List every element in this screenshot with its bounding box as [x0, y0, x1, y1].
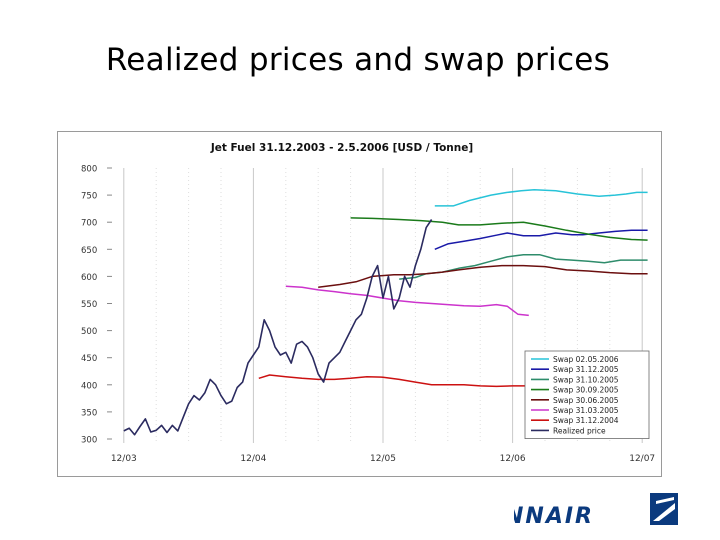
x-tick-label: 12/03	[111, 454, 137, 464]
y-tick-label: 700	[81, 219, 97, 229]
chart-frame: Jet Fuel 31.12.2003 - 2.5.2006 [USD / To…	[57, 131, 662, 477]
slide-title: Realized prices and swap prices	[105, 42, 611, 78]
y-tick-label: 600	[81, 273, 97, 283]
legend-label: Swap 31.12.2004	[553, 416, 619, 425]
axis-layer: 300 350 400 450 500 550 600 650 700 750 800 12/03 12…	[81, 165, 655, 465]
series-line-swap-02-05-2006	[434, 188, 648, 207]
legend-label: Swap 30.06.2005	[553, 396, 619, 405]
y-tick-label: 300	[81, 436, 97, 446]
x-tick-label: 12/06	[500, 454, 526, 464]
series-line-swap-30-09-2005	[350, 217, 648, 241]
y-tick-label: 800	[81, 165, 97, 175]
series-line-swap-30-06-2005	[318, 264, 648, 288]
y-tick-label: 500	[81, 327, 97, 337]
x-tick-label: 12/07	[629, 454, 655, 464]
chart-title: Jet Fuel 31.12.2003 - 2.5.2006 [USD / To…	[210, 142, 473, 154]
legend-label: Swap 31.12.2005	[553, 365, 619, 374]
y-tick-label: 350	[81, 408, 97, 418]
y-tick-label: 550	[81, 300, 97, 310]
y-tick-label: 450	[81, 354, 97, 364]
finnair-logo: FINNAIR	[478, 491, 680, 529]
series-line-swap-31-12-2005	[434, 229, 648, 250]
legend-label: Swap 02.05.2006	[553, 355, 619, 364]
series-line-realized-price	[123, 219, 433, 436]
finnair-wordmark: FINNAIR	[514, 504, 594, 527]
legend-label: Swap 30.09.2005	[553, 386, 619, 395]
y-tick-label: 750	[81, 192, 97, 202]
finnair-logo-graphic: FINNAIR	[478, 493, 678, 529]
y-tick-label: 650	[81, 246, 97, 256]
legend-box	[524, 350, 650, 439]
series-line-swap-31-12-2004	[258, 374, 529, 388]
y-tick-label: 400	[81, 381, 97, 391]
legend-label: Realized price	[553, 426, 606, 435]
series-line-swap-31-03-2005	[285, 285, 529, 317]
jet-fuel-chart: Jet Fuel 31.12.2003 - 2.5.2006 [USD / To…	[57, 131, 662, 477]
x-tick-label: 12/04	[240, 454, 266, 464]
legend-label: Swap 31.10.2005	[553, 375, 619, 384]
finnair-flag-icon	[650, 493, 678, 525]
legend-label: Swap 31.03.2005	[553, 406, 619, 415]
x-tick-label: 12/05	[370, 454, 396, 464]
series-layer	[123, 188, 648, 436]
